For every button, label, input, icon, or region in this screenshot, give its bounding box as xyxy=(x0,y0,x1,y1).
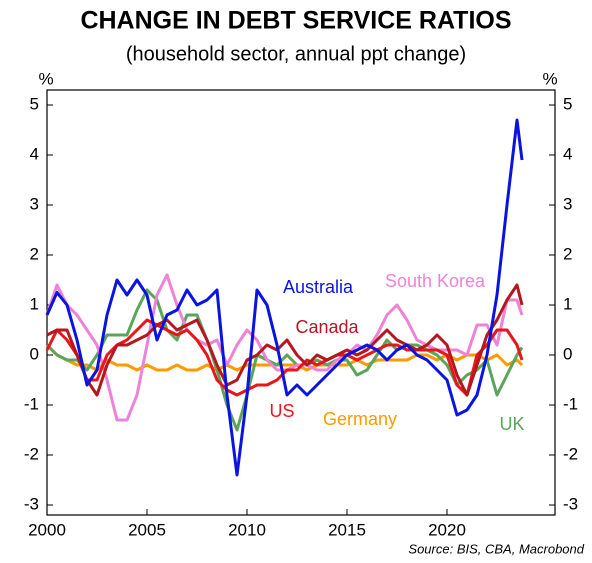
series-line xyxy=(45,318,524,397)
y2-tick-label: 5 xyxy=(563,94,572,113)
y-axis-unit: % xyxy=(38,69,53,88)
source-note: Source: BIS, CBA, Macrobond xyxy=(408,541,584,556)
series-line xyxy=(45,118,524,477)
y-tick-label: 1 xyxy=(30,294,39,313)
y-tick-label: 3 xyxy=(30,194,39,213)
series-label: Germany xyxy=(323,409,397,429)
y2-tick-label: 2 xyxy=(563,244,572,263)
x-tick-label: 2005 xyxy=(128,520,166,539)
y-tick-label: -2 xyxy=(24,444,39,463)
plot-frame xyxy=(46,89,556,516)
y-tick-label: -3 xyxy=(24,494,39,513)
y2-tick-label: -1 xyxy=(563,394,578,413)
y2-tick-label: -3 xyxy=(563,494,578,513)
y2-tick-label: 3 xyxy=(563,194,572,213)
series-line xyxy=(45,288,524,432)
series-line xyxy=(46,283,524,397)
y-tick-label: -1 xyxy=(24,394,39,413)
chart-title: CHANGE IN DEBT SERVICE RATIOS xyxy=(80,7,511,35)
y2-axis-unit: % xyxy=(542,69,557,88)
x-tick-label: 2010 xyxy=(228,520,266,539)
series-label: UK xyxy=(499,414,524,434)
series-label: Australia xyxy=(283,277,354,297)
y2-tick-label: -2 xyxy=(563,444,578,463)
series-label: South Korea xyxy=(385,271,486,291)
x-tick-label: 2015 xyxy=(328,520,366,539)
x-tick-label: 2000 xyxy=(28,520,66,539)
chart-subtitle: (household sector, annual ppt change) xyxy=(126,43,466,65)
y2-tick-label: 0 xyxy=(563,344,572,363)
x-tick-label: 2020 xyxy=(428,520,466,539)
y2-tick-label: 1 xyxy=(563,294,572,313)
y-tick-label: 2 xyxy=(30,244,39,263)
y-tick-label: 5 xyxy=(30,94,39,113)
y2-tick-label: 4 xyxy=(563,144,572,163)
series-label: US xyxy=(269,401,294,421)
y-tick-label: 4 xyxy=(30,144,39,163)
series-label: Canada xyxy=(295,317,359,337)
y-tick-label: 0 xyxy=(30,344,39,363)
